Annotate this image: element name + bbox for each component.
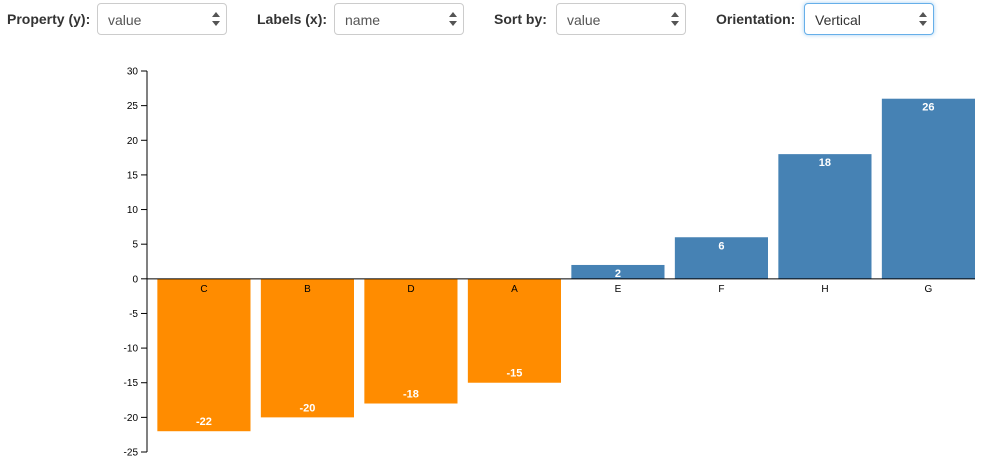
y-tick-label: -10 [124,344,139,355]
sort-label: Sort by: [494,11,547,27]
y-tick-label: 0 [132,274,138,285]
bar-C [157,278,251,432]
bar-E [571,264,665,279]
x-tick-label: D [407,284,414,295]
select-arrows-icon [212,11,220,27]
bar-G [881,98,975,279]
y-tick-label: 25 [127,101,139,112]
select-arrows-icon [449,11,457,27]
data-label: 26 [922,102,934,114]
y-tick-label: -5 [129,309,138,320]
orientation-select-value: Vertical [815,12,861,28]
data-label: -22 [196,416,212,428]
orientation-label: Orientation: [716,11,796,27]
property-select[interactable]: value [97,3,227,35]
property-label: Property (y): [7,11,91,27]
bar-D [364,278,458,404]
y-tick-label: 15 [127,170,139,181]
property-select-value: value [108,12,142,28]
bar-F [674,237,768,279]
labels-select[interactable]: name [334,3,464,35]
data-label: 2 [615,268,621,280]
controls-bar: Property (y): value Labels (x): name Sor… [0,0,992,40]
y-tick-label: -25 [124,448,139,459]
x-tick-label: E [615,284,622,295]
data-label: 6 [718,240,724,252]
bar-B [260,278,354,418]
bar-H [778,154,872,279]
x-tick-label: C [200,284,207,295]
y-tick-label: 5 [132,240,138,251]
select-arrows-icon [919,11,927,27]
x-tick-label: F [718,284,724,295]
select-arrows-icon [671,11,679,27]
data-label: -15 [506,368,522,380]
labels-label: Labels (x): [257,11,328,27]
data-label: -20 [299,402,315,414]
x-tick-label: G [925,284,933,295]
orientation-select[interactable]: Vertical [804,3,934,35]
sort-select-value: value [567,12,601,28]
y-tick-label: -20 [124,413,139,424]
labels-select-value: name [345,12,381,28]
bar-A [467,278,561,383]
x-tick-label: H [821,284,828,295]
y-tick-label: 30 [127,67,139,78]
data-label: -18 [403,389,419,401]
x-tick-label: A [511,284,518,295]
y-tick-label: -15 [124,378,139,389]
data-label: 18 [819,157,831,169]
sort-select[interactable]: value [556,3,686,35]
y-tick-label: 20 [127,136,139,147]
y-tick-label: 10 [127,205,139,216]
x-tick-label: B [304,284,311,295]
